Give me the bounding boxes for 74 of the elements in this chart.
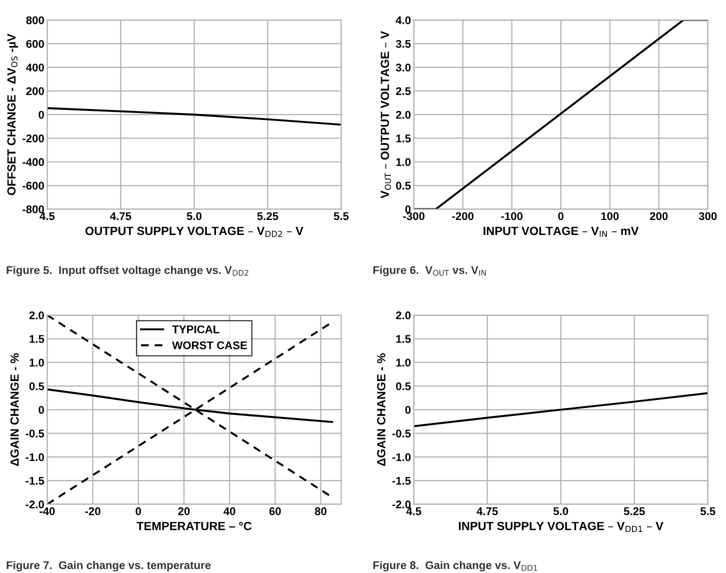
- y-tick-label: 3.0: [396, 64, 411, 72]
- x-tick-label: 40: [224, 507, 236, 516]
- caption: Figure 5. Input offset voltage change vs. V$_{DD2}$: [6, 266, 248, 276]
- x-tick-label: 4.5: [40, 212, 55, 220]
- x-tick-label: 20: [178, 507, 190, 516]
- y-tick-label: 4.0: [396, 16, 411, 24]
- y-tick-label: 2.0: [396, 110, 411, 119]
- x-tick-label: 300: [698, 212, 717, 220]
- x-tick-label: 4.75: [476, 507, 498, 516]
- x-tick-label: 0: [558, 212, 564, 220]
- y-tick-label: 1.5: [396, 335, 411, 343]
- caption: Figure 7. Gain change vs. temperature: [6, 560, 211, 572]
- y-tick-label: 200: [26, 87, 44, 96]
- x-tick-label: 5.25: [257, 212, 278, 220]
- x-tick-label: -20: [85, 507, 100, 516]
- y-tick-label: -0.5: [26, 430, 44, 438]
- y-tick-label: -1.5: [392, 476, 411, 485]
- legend-label: WORST CASE: [172, 341, 247, 350]
- x-tick-label: 100: [601, 212, 619, 220]
- x-tick-label: 5.25: [624, 507, 645, 516]
- y-tick-label: -400: [22, 158, 44, 166]
- x-tick-label: 5.5: [334, 212, 349, 220]
- y-tick-label: 2.0: [396, 311, 411, 320]
- x-tick-label: -200: [452, 212, 474, 220]
- caption: Figure 8. Gain change vs. V$_{DD1}$: [373, 560, 538, 572]
- y-tick-label: 400: [26, 64, 44, 72]
- x-axis-title: TEMPERATURE – °C: [136, 522, 252, 530]
- y-tick-label: -600: [22, 182, 44, 190]
- x-axis-title: INPUT VOLTAGE – V$_{IN}$ – mV: [484, 226, 639, 237]
- y-tick-label: -200: [22, 134, 44, 142]
- y-tick-label: 0.5: [29, 382, 44, 390]
- x-tick-label: -100: [501, 212, 522, 220]
- y-tick-label: -2.0: [26, 500, 44, 508]
- x-tick-label: 5.5: [700, 507, 716, 516]
- x-tick-label: 4.5: [406, 507, 422, 516]
- y-tick-label: 1.5: [396, 134, 411, 142]
- x-tick-label: -300: [403, 212, 424, 220]
- x-tick-label: 4.75: [110, 212, 132, 220]
- x-axis-title: INPUT SUPPLY VOLTAGE – V$_{DD1}$ – V: [458, 522, 664, 532]
- y-tick-label: -2.0: [392, 500, 411, 508]
- y-tick-label: 0: [405, 205, 411, 214]
- y-tick-label: 0: [38, 406, 44, 414]
- y-tick-label: 800: [26, 16, 44, 24]
- y-axis-title: ΔGAIN CHANGE - %: [10, 353, 19, 466]
- y-tick-label: 3.5: [396, 40, 411, 48]
- y-tick-label: 0.5: [396, 182, 411, 190]
- y-tick-label: 0: [38, 110, 44, 119]
- y-tick-label: 1.0: [396, 158, 411, 166]
- y-tick-label: 2.5: [396, 87, 411, 96]
- y-tick-label: 600: [26, 40, 44, 48]
- y-tick-label: -1.5: [26, 476, 44, 485]
- legend-label: TYPICAL: [172, 325, 220, 334]
- y-axis-title: ΔGAIN CHANGE - %: [377, 353, 386, 466]
- y-tick-label: 1.5: [30, 335, 44, 343]
- x-tick-label: 5.0: [186, 212, 202, 220]
- y-tick-label: -0.5: [392, 430, 411, 438]
- y-tick-label: 2.0: [29, 311, 44, 320]
- y-tick-label: -1.0: [26, 453, 44, 462]
- y-tick-label: 1.0: [396, 358, 411, 367]
- x-tick-label: -40: [40, 507, 55, 516]
- x-tick-label: 200: [650, 212, 668, 220]
- y-tick-label: -800: [22, 205, 44, 214]
- y-tick-label: 0: [405, 406, 411, 414]
- x-tick-label: 80: [314, 507, 326, 516]
- x-axis-title: OUTPUT SUPPLY VOLTAGE – V$_{DD2}$ – V: [85, 226, 304, 237]
- x-tick-label: 5.0: [553, 507, 568, 516]
- y-tick-label: -1.0: [392, 453, 411, 462]
- caption: Figure 6. V$_{OUT}$ vs. V$_{IN}$: [373, 266, 486, 276]
- y-tick-label: 0.5: [396, 382, 411, 390]
- x-tick-label: 60: [269, 507, 281, 516]
- y-tick-label: 1.0: [30, 358, 44, 367]
- y-axis-title: V$_{OUT}$ – OUTPUT VOLTAGE – V: [380, 31, 391, 198]
- y-axis-title: OFFSET CHANGE - ΔV$_{OS}$ -µV: [7, 34, 18, 196]
- x-tick-label: 0: [136, 507, 141, 516]
